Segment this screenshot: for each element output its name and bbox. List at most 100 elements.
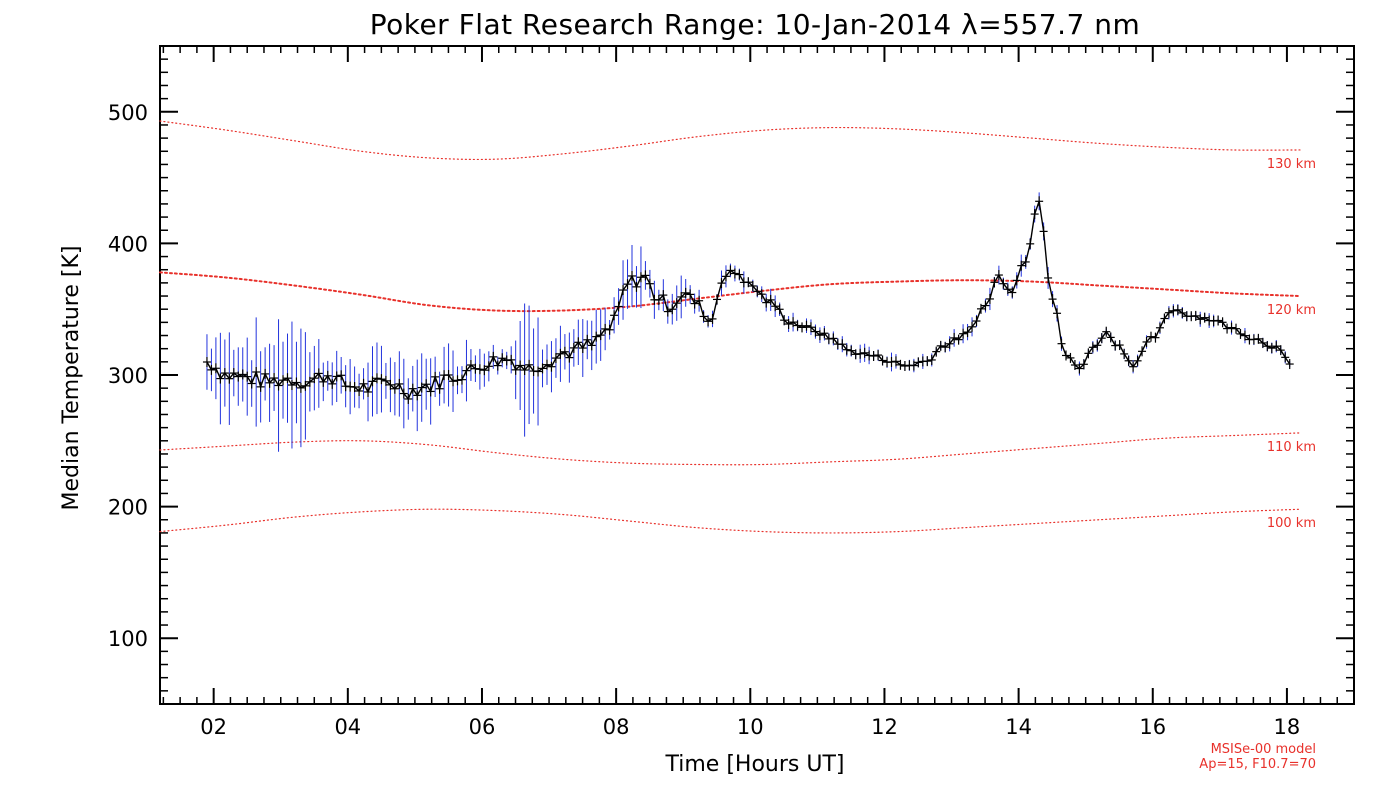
measured-point	[279, 375, 288, 386]
measured-point	[1218, 317, 1227, 328]
measured-point	[489, 351, 498, 362]
measured-point	[484, 361, 493, 372]
model-line-130-km	[159, 120, 1301, 161]
measured-point	[1030, 209, 1039, 220]
measured-point	[757, 289, 766, 300]
measured-point	[413, 390, 422, 401]
measured-point	[319, 376, 328, 387]
measured-point	[592, 331, 601, 342]
measured-point	[1003, 284, 1012, 295]
measured-point	[574, 337, 583, 348]
measured-point	[372, 373, 381, 384]
measured-point	[1133, 355, 1142, 366]
measured-point	[601, 323, 610, 334]
measured-point	[1236, 328, 1245, 339]
measured-point	[1120, 348, 1129, 359]
measured-point	[950, 332, 959, 343]
measured-point	[677, 291, 686, 302]
measured-point	[583, 334, 592, 345]
measured-point	[994, 270, 1003, 281]
measured-point	[1084, 348, 1093, 359]
measured-point	[556, 348, 565, 359]
measured-point	[408, 383, 417, 394]
model-note-line1: MSISe-00 model	[1211, 742, 1316, 757]
x-tick-label: 14	[1005, 715, 1032, 739]
measured-point	[301, 380, 310, 391]
measured-point	[636, 272, 645, 283]
measured-point	[538, 363, 547, 374]
measured-point	[1129, 361, 1138, 372]
measured-point	[1147, 331, 1155, 342]
chart-title: Poker Flat Research Range: 10-Jan-2014 λ…	[370, 8, 1141, 41]
measured-point	[238, 369, 247, 380]
measured-point	[314, 368, 323, 379]
measured-point	[511, 364, 520, 375]
measured-point	[923, 356, 932, 367]
measured-point	[1075, 363, 1084, 374]
measured-point	[614, 301, 623, 312]
measured-point	[542, 359, 551, 370]
measured-point	[874, 350, 883, 361]
x-major-ticks	[212, 46, 1288, 704]
measured-point	[1048, 294, 1057, 305]
measured-point	[1267, 343, 1276, 354]
measured-point	[462, 365, 471, 376]
measured-point	[1232, 323, 1241, 334]
measured-point	[735, 269, 744, 280]
measured-point	[1272, 341, 1281, 352]
measured-point	[225, 373, 234, 384]
measured-point	[1066, 352, 1075, 363]
measured-point	[220, 368, 229, 379]
y-minor-ticks	[160, 45, 1354, 705]
measured-point	[292, 377, 301, 388]
measured-point	[1164, 307, 1173, 318]
measured-point	[829, 333, 838, 344]
measured-point	[820, 328, 829, 339]
measured-point	[762, 297, 771, 308]
measured-point	[261, 368, 270, 379]
x-tick-label: 06	[469, 715, 496, 739]
y-tick-labels: 100 200 300 400 500	[108, 101, 148, 651]
measured-point	[596, 330, 605, 341]
measured-point	[699, 311, 708, 322]
model-line-label: 110 km	[1267, 440, 1316, 455]
measured-point	[1169, 305, 1178, 316]
measured-point	[708, 313, 717, 324]
measured-point	[1276, 345, 1285, 356]
measured-point	[1102, 326, 1111, 337]
measured-point	[422, 379, 431, 390]
measured-point	[1079, 359, 1088, 370]
y-tick-label: 400	[108, 232, 148, 256]
measured-point	[985, 293, 994, 304]
measured-point	[364, 386, 373, 397]
measured-point	[247, 378, 256, 389]
measured-point	[891, 356, 900, 367]
measured-point	[1263, 341, 1272, 352]
measured-point	[793, 320, 802, 331]
measured-point	[990, 277, 999, 288]
measured-point	[202, 357, 211, 367]
measured-point	[1097, 333, 1106, 344]
measured-point	[1008, 287, 1017, 298]
measured-point	[672, 298, 681, 309]
measured-point	[265, 377, 274, 388]
measured-point	[941, 342, 950, 353]
x-tick-label: 04	[334, 715, 361, 739]
measured-point	[1044, 272, 1053, 283]
measured-point	[399, 388, 408, 399]
measured-point	[1017, 260, 1026, 271]
model-line-120-km	[159, 271, 1302, 313]
measured-point	[802, 320, 811, 331]
measured-point	[431, 371, 440, 382]
measured-point	[1281, 352, 1290, 363]
measured-point	[296, 382, 305, 393]
measured-point	[713, 294, 722, 305]
measured-point	[252, 367, 261, 377]
measured-point	[587, 340, 596, 351]
measured-point	[663, 306, 672, 317]
measured-point	[350, 382, 359, 393]
measured-point	[565, 352, 574, 363]
measured-point	[869, 350, 878, 361]
measured-point	[686, 289, 695, 300]
